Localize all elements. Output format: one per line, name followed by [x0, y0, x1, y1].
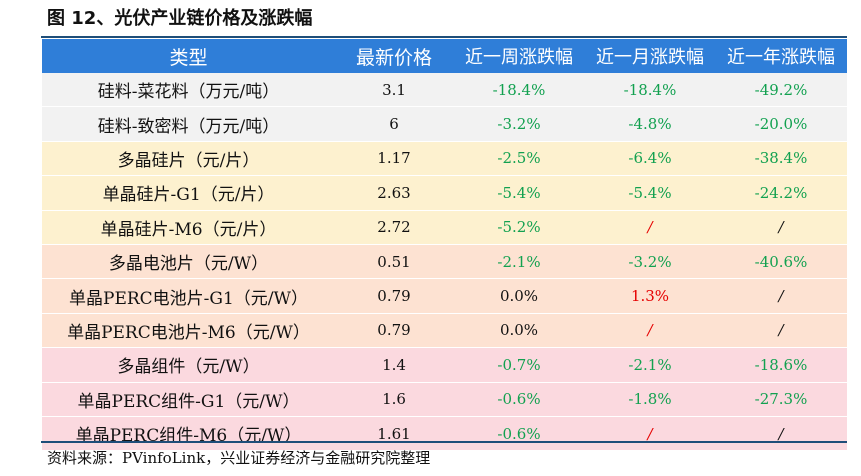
row-year-change: -18.6%: [715, 347, 847, 383]
table-row: 多晶组件（元/W） 1.4 -0.7% -2.1% -18.6%: [42, 347, 847, 383]
row-name: 多晶硅片（元/片）: [42, 141, 335, 177]
source-note: 资料来源：PVinfoLink，兴业证券经济与金融研究院整理: [47, 449, 431, 467]
row-week-change: -18.4%: [453, 73, 585, 108]
row-name: 多晶组件（元/W）: [42, 347, 335, 383]
row-month-change: /: [585, 416, 715, 452]
row-week-change: -2.1%: [453, 244, 585, 280]
row-year-change: -24.2%: [715, 175, 847, 211]
header-year-change: 近一年涨跌幅: [715, 39, 847, 73]
table-row: 硅料-菜花料（万元/吨） 3.1 -18.4% -18.4% -49.2%: [42, 73, 847, 108]
table-row: 单晶PERC组件-G1（元/W） 1.6 -0.6% -1.8% -27.3%: [42, 382, 847, 417]
row-year-change: -20.0%: [715, 106, 847, 142]
table-row: 多晶电池片（元/W） 0.51 -2.1% -3.2% -40.6%: [42, 244, 847, 280]
row-price: 3.1: [335, 73, 453, 108]
bottom-rule: [41, 441, 847, 443]
row-week-change: 0.0%: [453, 278, 585, 314]
row-name: 多晶电池片（元/W）: [42, 244, 335, 280]
row-week-change: 0.0%: [453, 313, 585, 349]
row-price: 1.6: [335, 382, 453, 417]
table-row: 单晶硅片-G1（元/片） 2.63 -5.4% -5.4% -24.2%: [42, 175, 847, 211]
header-week-change: 近一周涨跌幅: [453, 39, 585, 73]
row-name: 单晶硅片-M6（元/片）: [42, 210, 335, 245]
row-week-change: -5.4%: [453, 175, 585, 211]
row-name: 单晶PERC组件-G1（元/W）: [42, 382, 335, 417]
table-row: 单晶PERC电池片-G1（元/W） 0.79 0.0% 1.3% /: [42, 278, 847, 314]
row-month-change: 1.3%: [585, 278, 715, 314]
row-week-change: -0.7%: [453, 347, 585, 383]
row-week-change: -0.6%: [453, 416, 585, 452]
row-week-change: -5.2%: [453, 210, 585, 245]
row-month-change: -3.2%: [585, 244, 715, 280]
row-month-change: -2.1%: [585, 347, 715, 383]
row-year-change: -40.6%: [715, 244, 847, 280]
figure-title: 图 12、光伏产业链价格及涨跌幅: [47, 8, 313, 29]
row-name: 单晶PERC组件-M6（元/W）: [42, 416, 335, 452]
row-year-change: /: [715, 416, 847, 452]
row-price: 0.51: [335, 244, 453, 280]
table-row: 单晶硅片-M6（元/片） 2.72 -5.2% / /: [42, 210, 847, 245]
row-month-change: -1.8%: [585, 382, 715, 417]
row-year-change: -49.2%: [715, 73, 847, 108]
row-name: 单晶硅片-G1（元/片）: [42, 175, 335, 211]
row-price: 0.79: [335, 313, 453, 349]
row-price: 1.4: [335, 347, 453, 383]
row-week-change: -3.2%: [453, 106, 585, 142]
header-latest-price: 最新价格: [335, 39, 453, 73]
row-price: 6: [335, 106, 453, 142]
row-year-change: /: [715, 278, 847, 314]
row-month-change: -6.4%: [585, 141, 715, 177]
table-row: 单晶PERC电池片-M6（元/W） 0.79 0.0% / /: [42, 313, 847, 349]
row-month-change: /: [585, 313, 715, 349]
row-year-change: /: [715, 313, 847, 349]
table-row: 硅料-致密料（万元/吨） 6 -3.2% -4.8% -20.0%: [42, 106, 847, 142]
title-rule: [41, 36, 847, 38]
row-month-change: -18.4%: [585, 73, 715, 108]
row-price: 1.61: [335, 416, 453, 452]
row-month-change: /: [585, 210, 715, 245]
row-name: 硅料-致密料（万元/吨）: [42, 106, 335, 142]
row-price: 1.17: [335, 141, 453, 177]
row-week-change: -2.5%: [453, 141, 585, 177]
row-week-change: -0.6%: [453, 382, 585, 417]
row-price: 0.79: [335, 278, 453, 314]
header-type: 类型: [42, 39, 335, 73]
table-row: 单晶PERC组件-M6（元/W） 1.61 -0.6% / /: [42, 416, 847, 452]
row-price: 2.63: [335, 175, 453, 211]
row-year-change: -27.3%: [715, 382, 847, 417]
row-month-change: -5.4%: [585, 175, 715, 211]
table-row: 多晶硅片（元/片） 1.17 -2.5% -6.4% -38.4%: [42, 141, 847, 177]
table-header-row: 类型 最新价格 近一周涨跌幅 近一月涨跌幅 近一年涨跌幅: [42, 39, 847, 73]
price-table: 类型 最新价格 近一周涨跌幅 近一月涨跌幅 近一年涨跌幅 硅料-菜花料（万元/吨…: [42, 39, 847, 452]
row-name: 硅料-菜花料（万元/吨）: [42, 73, 335, 108]
row-month-change: -4.8%: [585, 106, 715, 142]
row-year-change: /: [715, 210, 847, 245]
row-name: 单晶PERC电池片-M6（元/W）: [42, 313, 335, 349]
header-month-change: 近一月涨跌幅: [585, 39, 715, 73]
row-year-change: -38.4%: [715, 141, 847, 177]
row-name: 单晶PERC电池片-G1（元/W）: [42, 278, 335, 314]
row-price: 2.72: [335, 210, 453, 245]
